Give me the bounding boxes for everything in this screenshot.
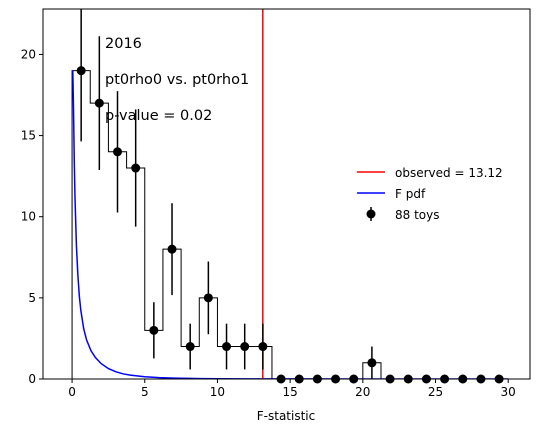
x-axis-label: F-statistic — [257, 409, 315, 423]
annotation-comparison: pt0rho0 vs. pt0rho1 — [105, 72, 249, 88]
x-tick-label: 25 — [428, 385, 443, 399]
legend-toys-label: 88 toys — [395, 208, 439, 222]
toy-point — [113, 147, 122, 156]
toy-point — [168, 245, 177, 254]
y-tick-label: 10 — [21, 210, 36, 224]
toy-point — [222, 342, 231, 351]
toy-point — [131, 164, 140, 173]
x-tick-label: 0 — [68, 385, 76, 399]
annotation-p-value: p-value = 0.02 — [105, 108, 212, 124]
toy-point — [204, 293, 213, 302]
x-tick-label: 20 — [355, 385, 370, 399]
toy-point — [149, 326, 158, 335]
x-tick-label: 5 — [141, 385, 149, 399]
y-tick-label: 5 — [28, 291, 36, 305]
y-tick-label: 15 — [21, 129, 36, 143]
legend-observed-label: observed = 13.12 — [395, 166, 503, 180]
toy-point — [258, 342, 267, 351]
y-tick-label: 0 — [28, 372, 36, 386]
toy-point — [77, 66, 86, 75]
y-tick-label: 20 — [21, 47, 36, 61]
annotation-year: 2016 — [105, 36, 142, 52]
x-tick-label: 15 — [282, 385, 297, 399]
legend-f-pdf-label: F pdf — [395, 187, 426, 201]
toy-point — [240, 342, 249, 351]
x-tick-label: 10 — [210, 385, 225, 399]
toy-point — [95, 99, 104, 108]
x-tick-label: 30 — [501, 385, 516, 399]
legend-toys-marker — [367, 210, 376, 219]
toy-point — [367, 358, 376, 367]
toy-point — [186, 342, 195, 351]
